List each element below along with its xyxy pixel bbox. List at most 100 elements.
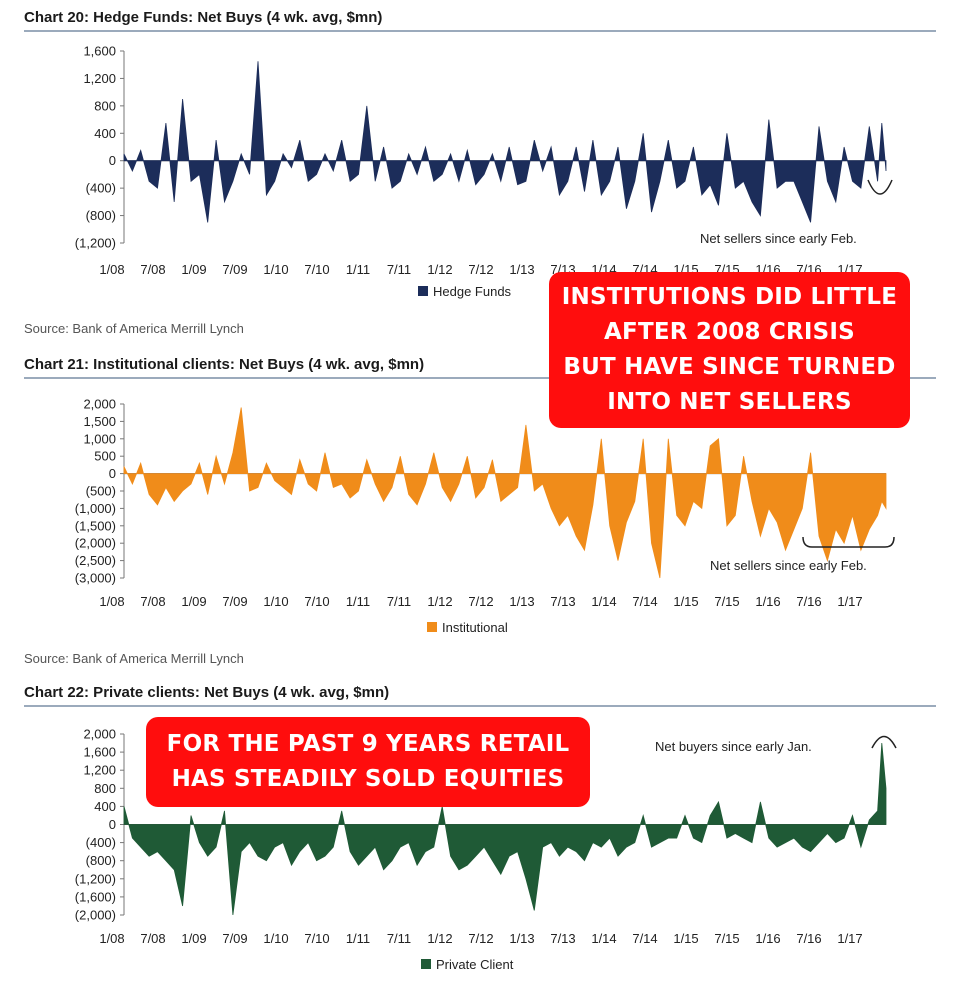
x-tick-label: 7/13 — [550, 594, 575, 609]
source-note: Source: Bank of America Merrill Lynch — [24, 321, 244, 336]
x-tick-label: 7/10 — [304, 262, 329, 277]
x-tick-label: 7/12 — [468, 931, 493, 946]
x-tick-label: 7/10 — [304, 594, 329, 609]
x-tick-label: 7/10 — [304, 931, 329, 946]
x-tick-label: 1/09 — [181, 931, 206, 946]
callout-line: INTO NET SELLERS — [549, 385, 910, 420]
y-tick-label: 1,500 — [83, 414, 116, 429]
x-tick-label: 1/08 — [99, 594, 124, 609]
y-tick-label: (1,200) — [75, 236, 116, 251]
callout-line: BUT HAVE SINCE TURNED — [549, 350, 910, 385]
y-tick-label: 2,000 — [83, 727, 116, 742]
x-tick-label: 1/09 — [181, 594, 206, 609]
x-tick-label: 1/12 — [427, 594, 452, 609]
x-tick-label: 1/15 — [673, 931, 698, 946]
y-tick-label: 1,200 — [83, 71, 116, 86]
x-tick-label: 7/11 — [387, 594, 411, 609]
legend-swatch — [418, 286, 428, 296]
y-tick-label: (800) — [86, 208, 116, 223]
y-tick-label: (500) — [86, 484, 116, 499]
x-tick-label: 7/14 — [632, 931, 657, 946]
x-tick-label: 7/16 — [796, 594, 821, 609]
x-tick-label: 1/12 — [427, 262, 452, 277]
x-tick-label: 7/15 — [714, 594, 739, 609]
y-tick-label: 0 — [109, 817, 116, 832]
y-tick-label: (1,500) — [75, 518, 116, 533]
callout-line: AFTER 2008 CRISIS — [549, 315, 910, 350]
y-tick-label: (400) — [86, 835, 116, 850]
x-tick-label: 7/09 — [222, 262, 247, 277]
x-tick-label: 1/14 — [591, 594, 616, 609]
x-tick-label: 1/12 — [427, 931, 452, 946]
x-tick-label: 1/16 — [755, 931, 780, 946]
x-tick-label: 1/11 — [346, 931, 370, 946]
net-sellers-bracket — [803, 537, 894, 547]
x-tick-label: 7/09 — [222, 594, 247, 609]
x-tick-label: 7/08 — [140, 931, 165, 946]
y-tick-label: (400) — [86, 181, 116, 196]
chart-annotation: Net buyers since early Jan. — [655, 739, 812, 754]
x-tick-label: 1/16 — [755, 594, 780, 609]
x-tick-label: 7/11 — [387, 262, 411, 277]
y-tick-label: 0 — [109, 466, 116, 481]
source-note: Source: Bank of America Merrill Lynch — [24, 651, 244, 666]
series-area — [124, 408, 886, 579]
x-tick-label: 7/12 — [468, 262, 493, 277]
x-tick-label: 1/11 — [346, 594, 370, 609]
x-tick-label: 1/15 — [673, 594, 698, 609]
x-tick-label: 1/10 — [263, 262, 288, 277]
y-tick-label: (800) — [86, 853, 116, 868]
y-tick-label: 1,600 — [83, 44, 116, 59]
net-sellers-bracket — [868, 180, 892, 194]
y-tick-label: (2,000) — [75, 908, 116, 923]
chart-annotation: Net sellers since early Feb. — [710, 558, 867, 573]
x-tick-label: 1/08 — [99, 262, 124, 277]
y-tick-label: 800 — [94, 781, 116, 796]
x-tick-label: 1/09 — [181, 262, 206, 277]
x-tick-label: 1/14 — [591, 931, 616, 946]
x-tick-label: 7/08 — [140, 594, 165, 609]
x-tick-label: 1/13 — [509, 931, 534, 946]
x-tick-label: 7/15 — [714, 931, 739, 946]
x-tick-label: 7/16 — [796, 931, 821, 946]
x-tick-label: 7/09 — [222, 931, 247, 946]
chart-annotation: Net sellers since early Feb. — [700, 231, 857, 246]
x-tick-label: 1/10 — [263, 594, 288, 609]
y-tick-label: 800 — [94, 98, 116, 113]
y-tick-label: (1,000) — [75, 501, 116, 516]
x-tick-label: 1/17 — [837, 931, 862, 946]
net-buyers-bracket — [872, 737, 896, 749]
x-tick-label: 1/10 — [263, 931, 288, 946]
x-tick-label: 7/11 — [387, 931, 411, 946]
x-tick-label: 7/12 — [468, 594, 493, 609]
y-tick-label: 1,600 — [83, 745, 116, 760]
chart-title: Chart 21: Institutional clients: Net Buy… — [24, 356, 424, 373]
x-tick-label: 1/13 — [509, 262, 534, 277]
x-tick-label: 1/11 — [346, 262, 370, 277]
retail-callout: FOR THE PAST 9 YEARS RETAIL HAS STEADILY… — [146, 717, 590, 807]
x-tick-label: 1/08 — [99, 931, 124, 946]
y-tick-label: (1,200) — [75, 871, 116, 886]
y-tick-label: (1,600) — [75, 889, 116, 904]
y-tick-label: 0 — [109, 153, 116, 168]
chart-title: Chart 22: Private clients: Net Buys (4 w… — [24, 684, 389, 701]
y-tick-label: 500 — [94, 449, 116, 464]
legend-label: Hedge Funds — [433, 284, 512, 299]
callout-line: HAS STEADILY SOLD EQUITIES — [146, 762, 590, 797]
y-tick-label: 400 — [94, 126, 116, 141]
x-tick-label: 7/08 — [140, 262, 165, 277]
y-tick-label: 1,000 — [83, 431, 116, 446]
legend-label: Private Client — [436, 957, 514, 972]
y-tick-label: (2,000) — [75, 536, 116, 551]
x-tick-label: 7/13 — [550, 931, 575, 946]
chart-title: Chart 20: Hedge Funds: Net Buys (4 wk. a… — [24, 9, 382, 26]
series-area — [124, 61, 886, 222]
callout-line: FOR THE PAST 9 YEARS RETAIL — [146, 727, 590, 762]
callout-line: INSTITUTIONS DID LITTLE — [549, 280, 910, 315]
x-tick-label: 1/13 — [509, 594, 534, 609]
y-tick-label: 1,200 — [83, 763, 116, 778]
y-tick-label: (3,000) — [75, 571, 116, 586]
y-tick-label: 400 — [94, 799, 116, 814]
